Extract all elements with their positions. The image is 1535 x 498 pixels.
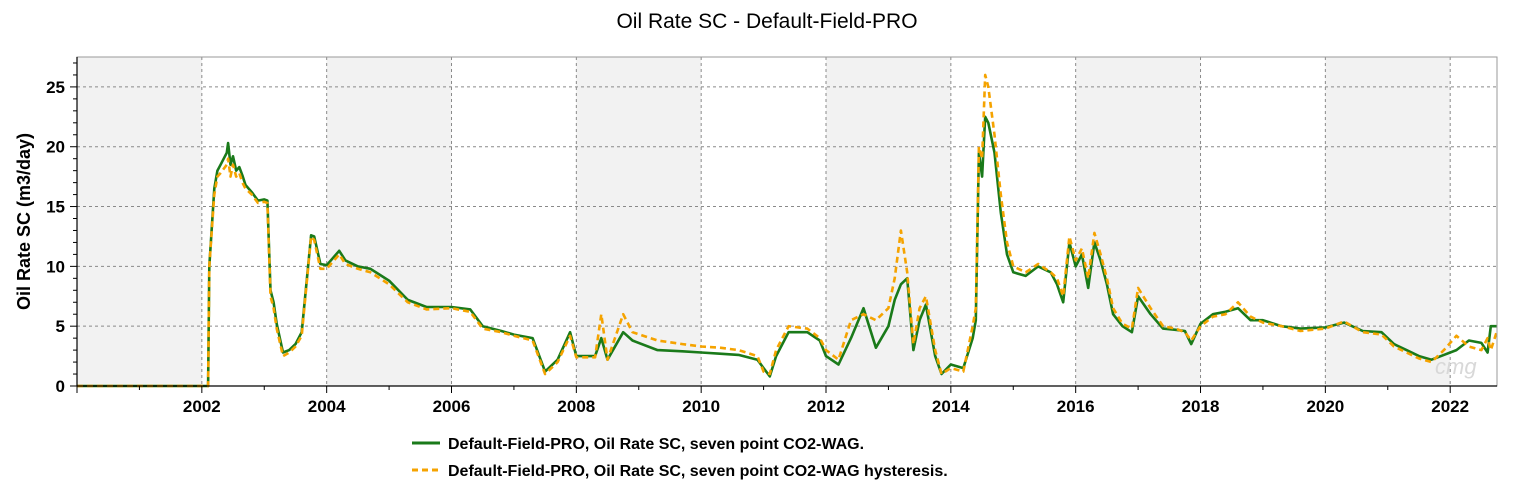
x-tick-label: 2002 [183,397,221,416]
x-tick-label: 2006 [433,397,471,416]
legend-label-2: Default-Field-PRO, Oil Rate SC, seven po… [448,463,948,480]
band-shade [1325,57,1451,386]
x-tick-label: 2008 [557,397,595,416]
x-tick-label: 2010 [682,397,720,416]
grid-lines [77,57,1497,386]
y-tick-label: 20 [46,138,65,157]
x-tick-label: 2004 [308,397,346,416]
x-tick-label: 2014 [932,397,970,416]
series-layer [77,73,1499,388]
legend: Default-Field-PRO, Oil Rate SC, seven po… [412,436,948,480]
x-tick-label: 2012 [807,397,845,416]
y-tick-label: 5 [56,317,65,336]
plot-background [77,57,1497,386]
plot-area [77,57,1497,386]
watermark-logo: cmg [1435,354,1477,379]
chart-title: Oil Rate SC - Default-Field-PRO [616,10,917,33]
x-tick-label: 2022 [1431,397,1469,416]
x-axis-ticks: 2002 2004 2006 2008 2010 2012 2014 2016 2018 2020… [76,386,1469,416]
y-tick-label: 25 [46,78,65,97]
y-axis-ticks: 0 5 10 15 20 25 [46,62,77,396]
x-tick-label: 2016 [1057,397,1095,416]
series-line-2 [77,73,1499,388]
band-shade [576,57,702,386]
x-tick-label: 2018 [1182,397,1220,416]
band-shade [1075,57,1201,386]
axes [76,56,1498,387]
series-line-1 [77,115,1497,388]
band-shade [77,57,202,386]
band-shade [326,57,452,386]
legend-label-1: Default-Field-PRO, Oil Rate SC, seven po… [448,436,864,453]
y-axis-label: Oil Rate SC (m3/day) [14,133,34,310]
y-tick-label: 0 [56,377,65,396]
x-tick-label: 2020 [1306,397,1344,416]
y-tick-label: 10 [46,257,65,276]
y-tick-label: 15 [46,198,65,217]
